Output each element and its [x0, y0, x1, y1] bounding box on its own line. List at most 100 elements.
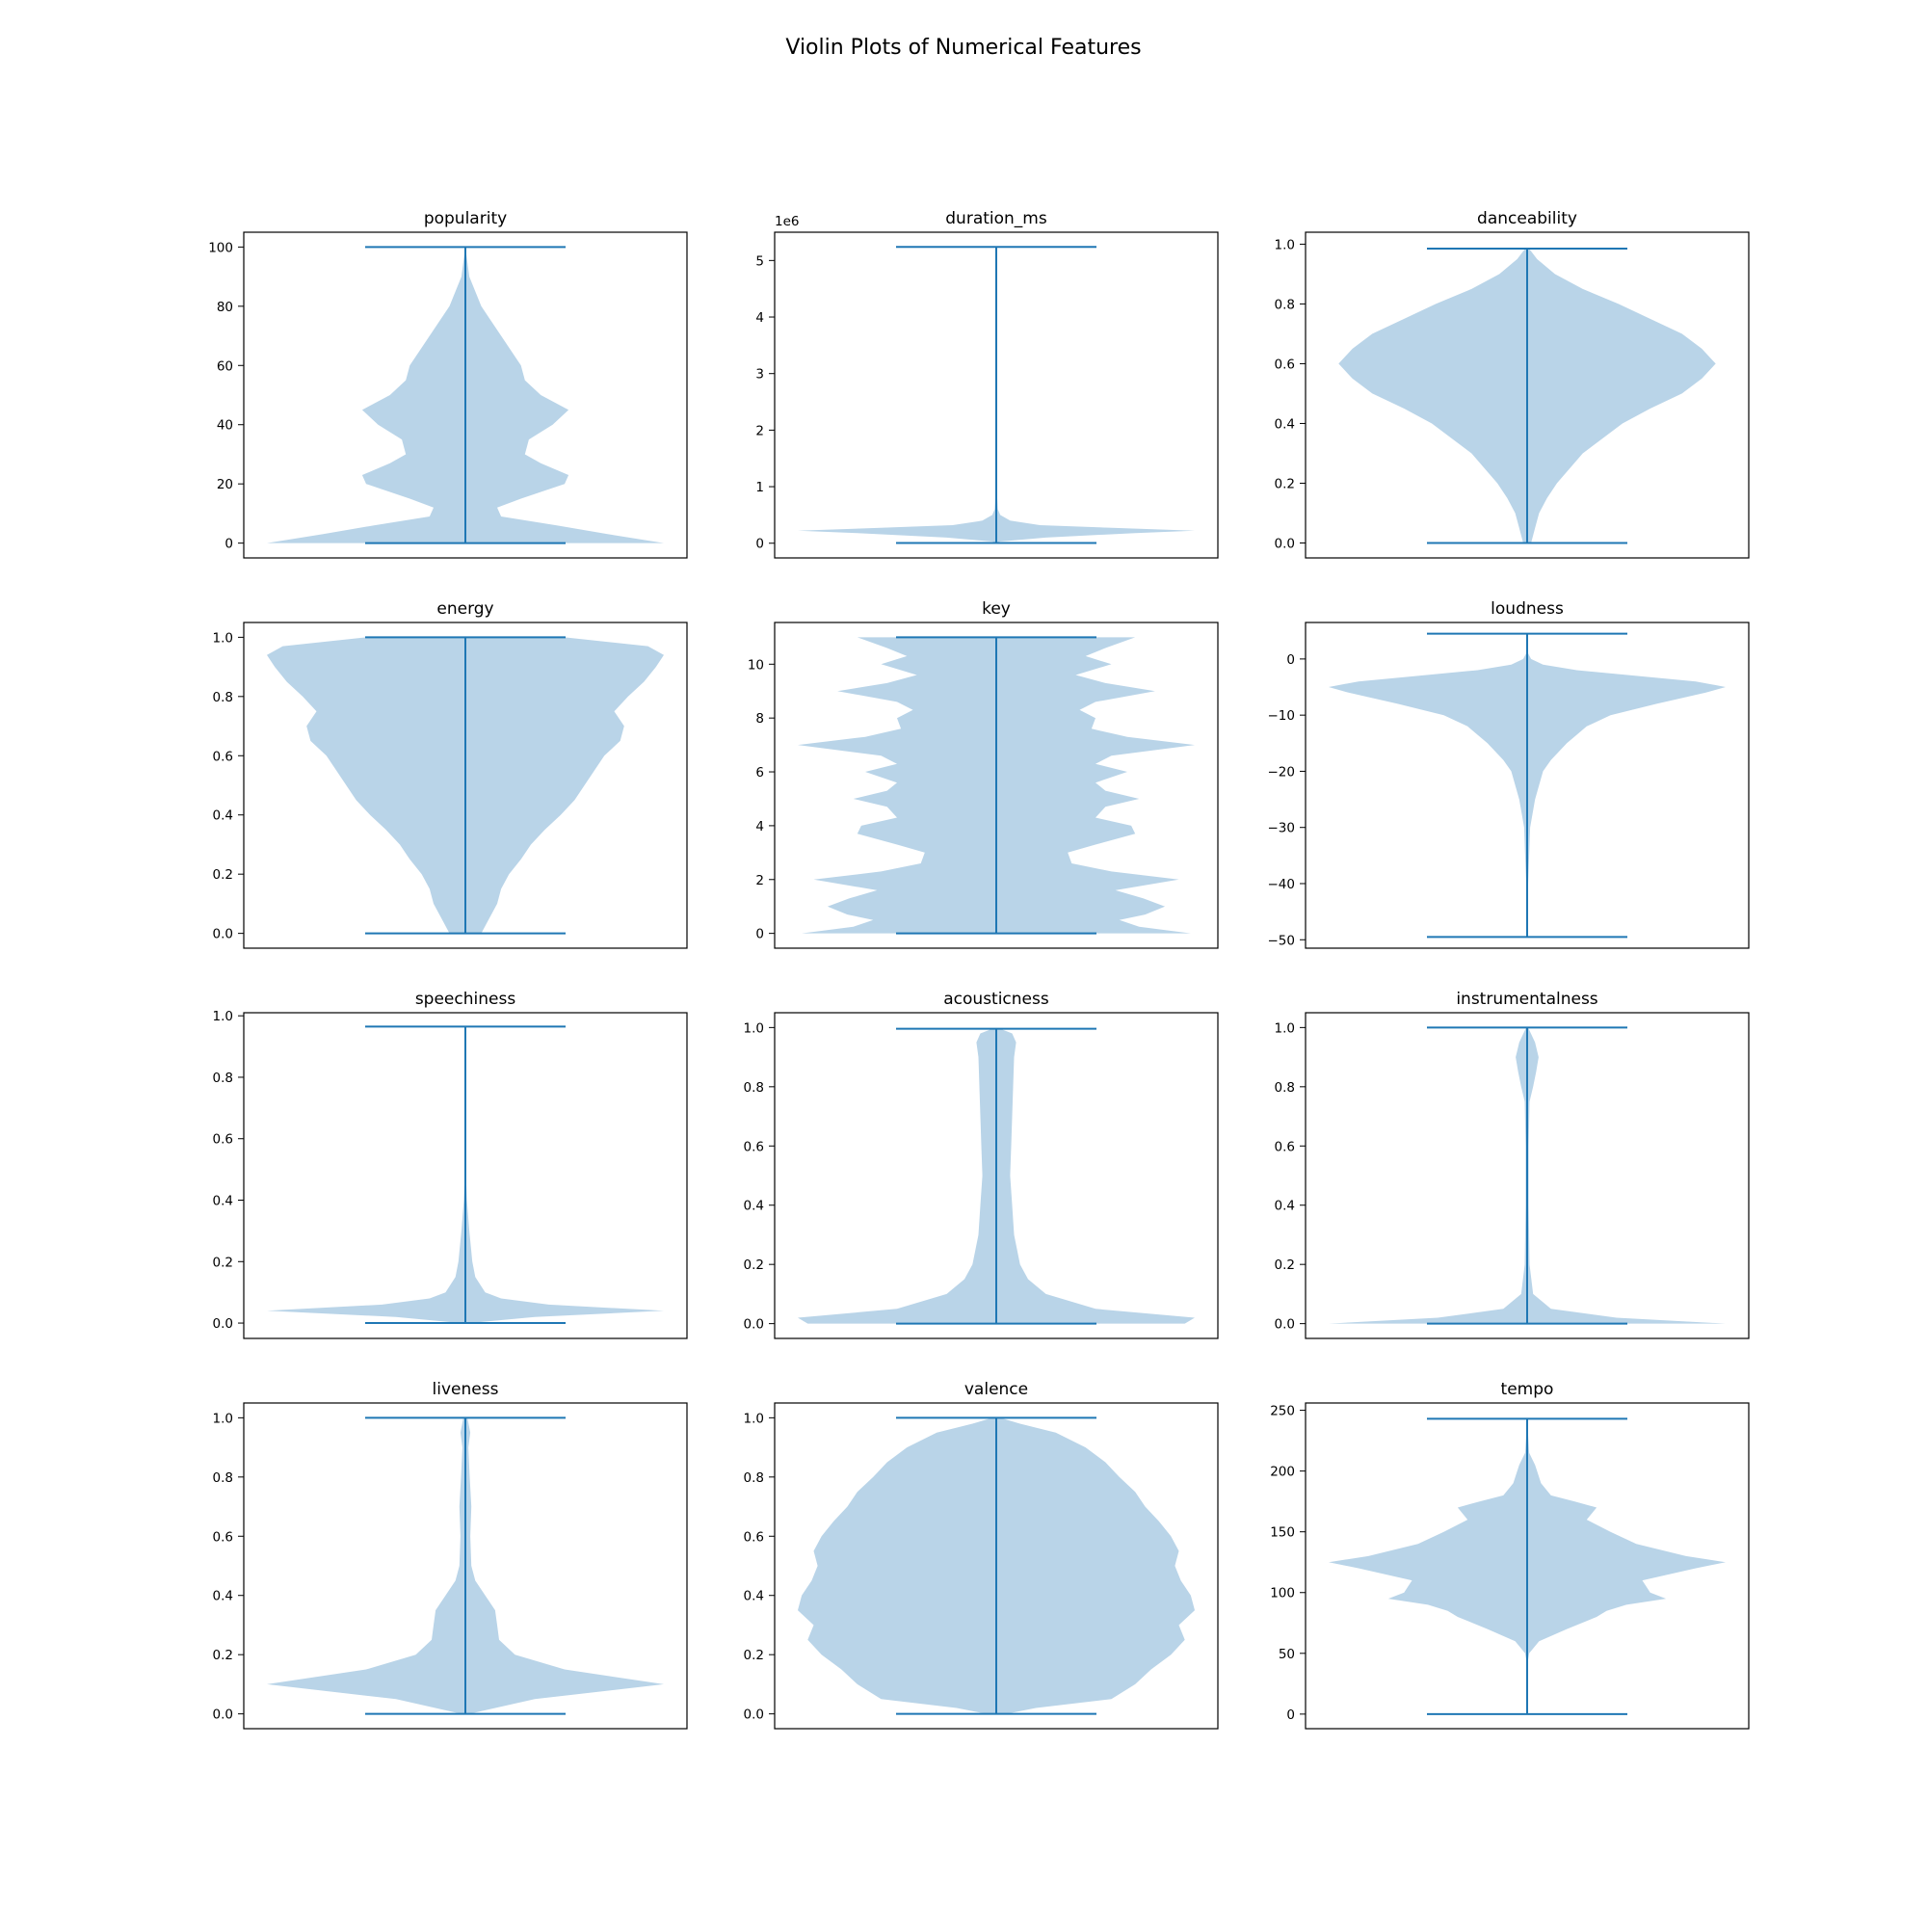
axes-frame	[243, 231, 688, 559]
axes-frame	[774, 1012, 1219, 1339]
ytick-label: 150	[1270, 1525, 1295, 1541]
axes-frame	[774, 622, 1219, 949]
subplot-title: energy	[436, 599, 493, 619]
ytick-label: 0.6	[213, 749, 233, 764]
subplot-title: key	[982, 599, 1011, 619]
ytick-label: 250	[1270, 1404, 1295, 1419]
ytick-label: 0.6	[1275, 357, 1295, 372]
ytick-label: 0	[755, 927, 764, 942]
violin-panel-valence: 0.0 0.2 0.4 0.6 0.8 1.0 valence	[744, 1380, 1219, 1730]
axes-frame	[243, 1402, 688, 1730]
violin-panel-liveness: 0.0 0.2 0.4 0.6 0.8 1.0 liveness	[213, 1380, 688, 1730]
ytick-label: 0.0	[744, 1317, 764, 1333]
ytick-label: 0	[1286, 652, 1295, 668]
ytick-label: 0.2	[213, 867, 233, 883]
ytick-label: 0.0	[1275, 1317, 1295, 1333]
subplot-title: tempo	[1501, 1380, 1554, 1399]
axes-frame	[243, 1012, 688, 1339]
ytick-label: 0.4	[213, 808, 233, 824]
ytick-label: 0.6	[213, 1132, 233, 1148]
ytick-label: 0.2	[744, 1257, 764, 1273]
axes-frame	[774, 1402, 1219, 1730]
violin-panel-acousticness: 0.0 0.2 0.4 0.6 0.8 1.0 acousticness	[744, 990, 1219, 1339]
ytick-label: 0.4	[744, 1199, 764, 1214]
ytick-label: 50	[1279, 1647, 1295, 1662]
subplot-title: instrumentalness	[1456, 990, 1597, 1009]
ytick-label: 1.0	[744, 1020, 764, 1036]
axes-frame	[1305, 1012, 1750, 1339]
ytick-label: 0.6	[1275, 1139, 1295, 1154]
ytick-label: 0	[755, 537, 764, 552]
ytick-label: 0.0	[213, 927, 233, 942]
ytick-label: 1.0	[213, 1411, 233, 1426]
subplot-title: popularity	[424, 209, 507, 228]
violin-panel-duration_ms: 0 1 2 3 4 5 duration_ms 1e6	[755, 209, 1219, 559]
ytick-label: 0.0	[213, 1707, 233, 1723]
violin-panel-popularity: 0 20 40 60 80 100 popularity	[208, 209, 688, 559]
ytick-label: 0.4	[1275, 1199, 1295, 1214]
ytick-label: 3	[755, 367, 764, 383]
ytick-label: 0.4	[213, 1589, 233, 1604]
ytick-label: 100	[208, 240, 233, 255]
violin-panel-danceability: 0.0 0.2 0.4 0.6 0.8 1.0 danceability	[1275, 209, 1750, 559]
subplot-title: liveness	[433, 1380, 499, 1399]
axis-offset-label: 1e6	[775, 214, 799, 229]
subplot-title: duration_ms	[945, 209, 1047, 228]
ytick-label: 0.8	[213, 690, 233, 705]
axes-frame	[1305, 622, 1750, 949]
ytick-label: 20	[217, 477, 233, 492]
ytick-label: 1.0	[1275, 1020, 1295, 1036]
ytick-label: 0	[224, 537, 233, 552]
ytick-label: 2	[755, 873, 764, 888]
ytick-label: 0.8	[744, 1080, 764, 1096]
ytick-label: 0.8	[213, 1071, 233, 1086]
ytick-label: −40	[1268, 877, 1296, 892]
ytick-label: 0.4	[1275, 416, 1295, 432]
figure-title: Violin Plots of Numerical Features	[785, 36, 1141, 60]
ytick-label: 0.0	[213, 1316, 233, 1332]
ytick-label: 80	[217, 300, 233, 315]
violin-panel-instrumentalness: 0.0 0.2 0.4 0.6 0.8 1.0 instrumentalness	[1275, 990, 1750, 1339]
violin-grid: 020406080100popularity012345duration_ms1…	[208, 209, 1750, 1730]
ytick-label: 2	[755, 423, 764, 438]
ytick-label: 0.4	[744, 1589, 764, 1604]
ytick-label: 100	[1270, 1586, 1295, 1601]
ytick-label: 200	[1270, 1465, 1295, 1480]
ytick-label: 0.6	[213, 1529, 233, 1545]
ytick-label: 1.0	[213, 1009, 233, 1024]
ytick-label: 0.2	[1275, 476, 1295, 491]
ytick-label: 0.4	[213, 1194, 233, 1209]
ytick-label: 1.0	[1275, 237, 1295, 252]
violin-panel-loudness: 0 −10 −20 −30 −40 −50 loudness	[1268, 599, 1750, 949]
ytick-label: 0.8	[1275, 297, 1295, 312]
ytick-label: −20	[1268, 764, 1296, 780]
subplot-title: danceability	[1477, 209, 1577, 228]
violin-panel-speechiness: 0.0 0.2 0.4 0.6 0.8 1.0 speechiness	[213, 990, 688, 1339]
ytick-label: 4	[755, 819, 764, 834]
ytick-label: 8	[755, 711, 764, 727]
subplot-title: loudness	[1491, 599, 1564, 619]
subplot-title: acousticness	[943, 990, 1049, 1009]
ytick-label: 40	[217, 418, 233, 434]
violin-panel-tempo: 0 50 100 150 200 250 tempo	[1270, 1380, 1750, 1730]
ytick-label: 0.6	[744, 1139, 764, 1154]
ytick-label: −50	[1268, 933, 1296, 948]
axes-frame	[243, 622, 688, 949]
ytick-label: 0.8	[213, 1470, 233, 1486]
subplot-title: speechiness	[415, 990, 516, 1009]
ytick-label: 0.8	[744, 1470, 764, 1486]
violin-panel-key: 0 2 4 6 8 10 key	[748, 599, 1219, 949]
ytick-label: 0.0	[744, 1707, 764, 1723]
ytick-label: 0.2	[213, 1255, 233, 1270]
ytick-label: 0.0	[1275, 536, 1295, 551]
ytick-label: 5	[755, 253, 764, 269]
ytick-label: 4	[755, 310, 764, 326]
axes-frame	[774, 231, 1219, 559]
ytick-label: 0.2	[213, 1648, 233, 1663]
axes-frame	[1305, 1402, 1750, 1730]
ytick-label: 0.6	[744, 1529, 764, 1545]
ytick-label: 1	[755, 480, 764, 495]
ytick-label: 1.0	[213, 630, 233, 646]
ytick-label: 0.8	[1275, 1080, 1295, 1096]
